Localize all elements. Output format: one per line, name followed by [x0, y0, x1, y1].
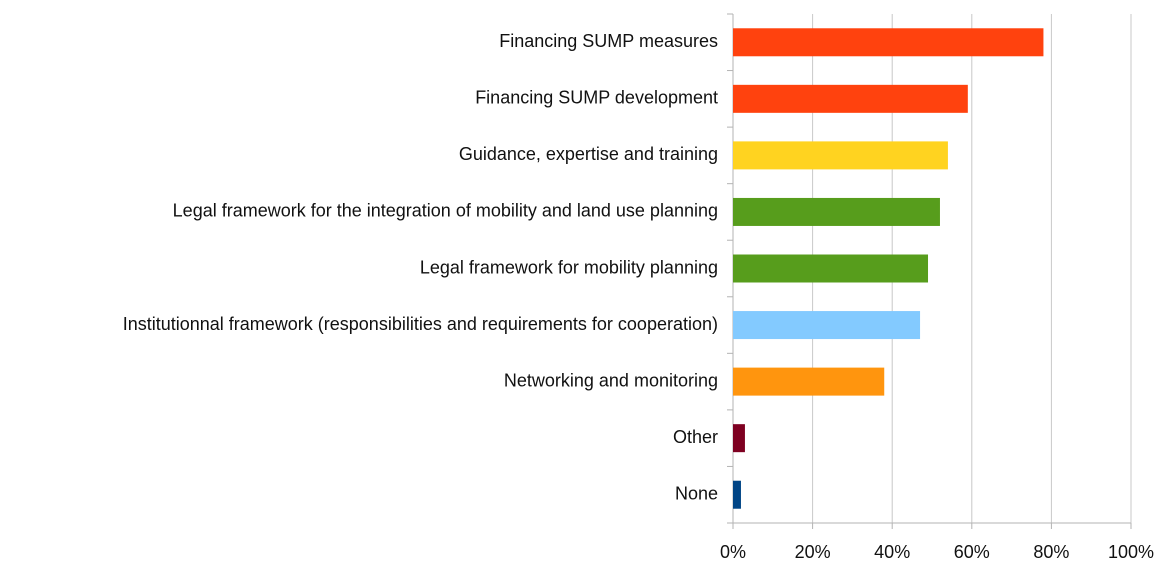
- y-tick-label: Guidance, expertise and training: [459, 144, 718, 164]
- y-tick-label: Other: [673, 427, 718, 447]
- y-tick-label: Legal framework for the integration of m…: [173, 201, 718, 221]
- bar: [733, 367, 885, 396]
- bar: [733, 424, 745, 453]
- y-tick-label: Legal framework for mobility planning: [420, 257, 718, 277]
- x-tick-label: 80%: [1033, 542, 1069, 562]
- bar: [733, 84, 968, 113]
- x-tick-label: 60%: [954, 542, 990, 562]
- x-tick-label: 100%: [1108, 542, 1154, 562]
- y-tick-label: None: [675, 483, 718, 503]
- y-tick-label: Financing SUMP development: [475, 88, 718, 108]
- bar: [733, 197, 940, 226]
- bar: [733, 311, 921, 340]
- bar: [733, 480, 741, 509]
- y-tick-label: Financing SUMP measures: [499, 31, 718, 51]
- x-tick-label: 20%: [795, 542, 831, 562]
- bar: [733, 28, 1044, 57]
- y-tick-label: Institutionnal framework (responsibiliti…: [123, 314, 718, 334]
- y-tick-label: Networking and monitoring: [504, 370, 718, 390]
- bar: [733, 254, 929, 283]
- bar: [733, 141, 948, 170]
- x-tick-label: 0%: [720, 542, 746, 562]
- x-tick-label: 40%: [874, 542, 910, 562]
